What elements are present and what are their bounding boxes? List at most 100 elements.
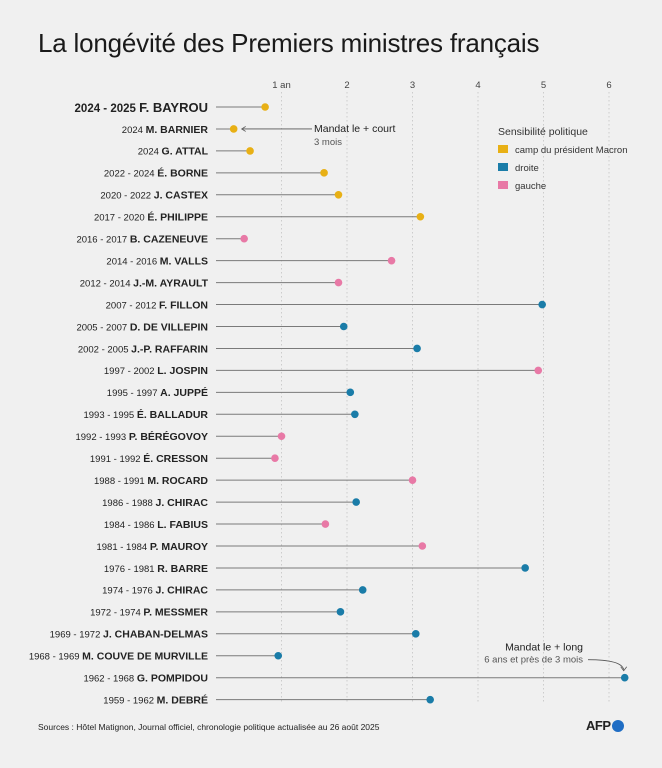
row-name: L. JOSPIN — [157, 365, 208, 377]
row-name: A. JUPPÉ — [160, 386, 208, 399]
lollipop-dot — [521, 564, 529, 572]
row-years: 1992 - 1993 — [75, 432, 128, 443]
lollipop-dot — [352, 498, 360, 506]
row-years: 1997 - 2002 — [104, 366, 157, 377]
row-name: J. CHABAN-DELMAS — [103, 629, 208, 641]
lollipop-dot — [339, 322, 348, 331]
row-years: 2014 - 2016 — [106, 256, 159, 267]
legend-label: camp du président Macron — [515, 145, 627, 156]
lollipop-dot — [346, 388, 355, 397]
lollipop-dot — [320, 169, 328, 177]
row-label: 1988 - 1991 M. ROCARD — [94, 475, 208, 487]
row-name: M. DEBRÉ — [157, 693, 208, 706]
annotation-subtitle-short: 3 mois — [314, 137, 342, 148]
row-years: 1988 - 1991 — [94, 476, 147, 487]
row-years: 2002 - 2005 — [78, 344, 131, 355]
legend-swatch — [498, 163, 508, 171]
row-name: É. CRESSON — [143, 452, 208, 465]
row-years: 2024 — [138, 147, 162, 158]
lollipop-dot — [418, 542, 427, 550]
row-name: J. CHIRAC — [155, 585, 208, 597]
x-tick-label: 2 — [344, 80, 349, 91]
row-label: 2016 - 2017 B. CAZENEUVE — [76, 234, 208, 246]
row-name: M. BARNIER — [146, 124, 209, 136]
annotation-subtitle-long: 6 ans et près de 3 mois — [484, 655, 583, 666]
lollipop-dot — [277, 432, 286, 441]
row-name: P. MAUROY — [150, 541, 208, 553]
row-years: 1991 - 1992 — [90, 454, 143, 465]
lollipop-dot — [538, 300, 546, 309]
row-label: 1962 - 1968 G. POMPIDOU — [83, 673, 208, 685]
row-years: 1984 - 1986 — [104, 520, 157, 531]
row-label: 1992 - 1993 P. BÉRÉGOVOY — [75, 430, 208, 443]
row-name: J.-P. RAFFARIN — [131, 343, 208, 355]
row-label: 2014 - 2016 M. VALLS — [106, 255, 208, 267]
row-name: R. BARRE — [157, 563, 208, 575]
chart-title: La longévité des Premiers ministres fran… — [38, 28, 540, 58]
lollipop-dot — [240, 234, 248, 243]
row-label: 1991 - 1992 É. CRESSON — [90, 452, 208, 465]
row-label: 1993 - 1995 É. BALLADUR — [83, 408, 208, 421]
row-label: 2012 - 2014 J.-M. AYRAULT — [80, 277, 209, 289]
lollipop-dot — [413, 344, 421, 353]
row-years: 2024 - 2025 — [75, 103, 140, 115]
row-label: 1986 - 1988 J. CHIRAC — [102, 497, 208, 509]
lollipop-dot — [274, 651, 283, 660]
afp-logo: AFP — [586, 718, 624, 733]
row-years: 2007 - 2012 — [106, 300, 159, 311]
lollipop-dot — [246, 147, 254, 155]
lollipop-dot — [334, 278, 343, 287]
row-name: F. BAYROU — [139, 100, 208, 115]
row-label: 1997 - 2002 L. JOSPIN — [104, 365, 208, 377]
row-years: 1968 - 1969 — [29, 652, 82, 663]
x-tick-label: 5 — [541, 80, 546, 91]
legend-title: Sensibilité politique — [498, 126, 588, 138]
row-name: É. BALLADUR — [137, 408, 209, 421]
legend-label: gauche — [515, 181, 546, 192]
annotation-arrowhead-short — [240, 126, 246, 132]
row-years: 1959 - 1962 — [103, 695, 156, 706]
row-label: 2005 - 2007 D. DE VILLEPIN — [76, 321, 208, 333]
lollipop-dot — [321, 520, 330, 528]
source-note: Sources : Hôtel Matignon, Journal offici… — [38, 722, 380, 732]
lollipop-dot — [411, 630, 420, 638]
row-years: 2022 - 2024 — [104, 169, 157, 180]
row-label: 2024 G. ATTAL — [138, 146, 209, 158]
row-label: 2007 - 2012 F. FILLON — [106, 299, 208, 311]
annotation-arrowhead-long — [620, 666, 628, 672]
row-years: 2020 - 2022 — [100, 191, 153, 202]
lollipop-dot — [336, 608, 345, 616]
row-years: 1981 - 1984 — [96, 542, 149, 553]
row-years: 1969 - 1972 — [50, 630, 103, 641]
legend-swatch — [498, 181, 508, 189]
lollipop-dot — [416, 212, 425, 221]
row-name: É. PHILIPPE — [147, 211, 208, 224]
row-label: 1976 - 1981 R. BARRE — [104, 563, 208, 575]
row-years: 1962 - 1968 — [83, 674, 136, 685]
row-years: 2017 - 2020 — [94, 213, 147, 224]
row-years: 2016 - 2017 — [76, 235, 129, 246]
lollipop-dot — [351, 410, 359, 419]
lollipop-dot — [620, 673, 629, 682]
row-years: 1986 - 1988 — [102, 498, 155, 509]
lollipop-dot — [261, 103, 269, 111]
lollipop-dot — [426, 695, 434, 704]
lollipop-dot — [229, 125, 238, 133]
row-years: 2012 - 2014 — [80, 278, 133, 289]
row-label: 1984 - 1986 L. FABIUS — [104, 519, 208, 531]
row-name: M. ROCARD — [147, 475, 208, 487]
annotation-title-long: Mandat le + long — [505, 642, 583, 654]
x-tick-label: 1 an — [272, 80, 291, 91]
row-label: 1974 - 1976 J. CHIRAC — [102, 585, 208, 597]
row-label: 1969 - 1972 J. CHABAN-DELMAS — [50, 629, 208, 641]
afp-logo-circle — [611, 719, 624, 732]
row-name: J. CHIRAC — [155, 497, 208, 509]
lollipop-dot — [358, 586, 367, 594]
row-label: 1972 - 1974 P. MESSMER — [90, 607, 208, 619]
row-label: 2022 - 2024 É. BORNE — [104, 167, 208, 180]
x-tick-label: 3 — [410, 80, 415, 91]
lollipop-dot — [408, 476, 417, 484]
row-name: G. POMPIDOU — [137, 673, 208, 685]
row-label: 1959 - 1962 M. DEBRÉ — [103, 693, 208, 706]
row-label: 2020 - 2022 J. CASTEX — [100, 190, 208, 202]
